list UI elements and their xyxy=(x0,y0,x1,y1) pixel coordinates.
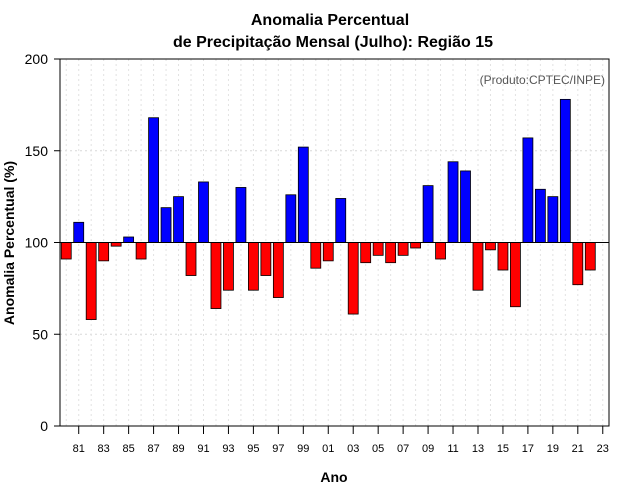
bar-2016 xyxy=(510,242,521,308)
bar-1993 xyxy=(223,242,234,291)
x-tick-label: 97 xyxy=(272,443,284,455)
bar-2013 xyxy=(472,242,484,291)
x-tick-label: 03 xyxy=(347,443,359,455)
bar-1991 xyxy=(198,181,209,243)
y-tick-label: 150 xyxy=(25,143,49,159)
x-tick-label: 11 xyxy=(447,443,458,455)
x-tick-label: 81 xyxy=(73,443,85,455)
x-tick-label: 87 xyxy=(147,443,159,455)
y-tick-label: 200 xyxy=(25,51,49,67)
bar-2006 xyxy=(385,242,397,264)
y-axis: 0 50 100 150 200 xyxy=(25,51,60,434)
bar-2002 xyxy=(335,198,347,243)
chart-title-line2: de Precipitação Mensal (Julho): Região 1… xyxy=(173,34,493,51)
bar-2019 xyxy=(547,196,559,243)
bar-2011 xyxy=(447,161,459,243)
bar-1992 xyxy=(210,242,222,309)
x-tick-label: 05 xyxy=(372,443,384,455)
bar-1998 xyxy=(285,194,297,243)
grid xyxy=(60,59,609,426)
x-tick-label: 13 xyxy=(472,443,484,455)
bar-2022 xyxy=(584,242,596,271)
bar-2017 xyxy=(522,137,534,243)
bar-1981 xyxy=(73,221,85,243)
bar-2004 xyxy=(360,242,372,264)
chart-title-line1: Anomalia Percentual xyxy=(251,12,409,29)
bar-1983 xyxy=(98,242,110,262)
bar-1984 xyxy=(110,242,122,247)
bar-2000 xyxy=(310,242,322,269)
bar-2012 xyxy=(460,170,471,243)
x-tick-label: 17 xyxy=(522,443,534,455)
x-tick-label: 07 xyxy=(397,443,409,455)
x-tick-label: 23 xyxy=(597,443,609,455)
bar-2005 xyxy=(372,242,384,256)
x-tick-label: 15 xyxy=(497,443,509,455)
bar-2009 xyxy=(422,185,434,243)
x-tick-label: 83 xyxy=(98,443,110,455)
bar-1989 xyxy=(173,196,184,243)
bar-2018 xyxy=(534,188,546,243)
bar-1985 xyxy=(123,236,135,243)
x-tick-label: 09 xyxy=(422,443,434,455)
bar-1990 xyxy=(185,242,197,276)
bar-1988 xyxy=(160,207,172,243)
x-tick-label: 91 xyxy=(197,443,209,455)
bar-2021 xyxy=(572,242,584,286)
y-tick-label: 0 xyxy=(40,418,48,434)
x-axis: 81 83 85 87 89 91 93 95 97 99 01 03 05 07 09 11 13 15 17 19… xyxy=(73,426,609,455)
bar-2001 xyxy=(322,242,334,262)
bar-2003 xyxy=(347,242,359,315)
bars xyxy=(60,98,596,320)
x-tick-label: 95 xyxy=(247,443,259,455)
x-tick-label: 19 xyxy=(547,443,559,455)
x-tick-label: 93 xyxy=(222,443,234,455)
y-tick-label: 100 xyxy=(25,235,49,251)
bar-1987 xyxy=(148,117,159,243)
bar-2008 xyxy=(410,242,421,249)
x-tick-label: 21 xyxy=(572,443,584,455)
bar-2010 xyxy=(435,242,446,260)
bar-2015 xyxy=(497,242,509,271)
x-tick-label: 99 xyxy=(297,443,309,455)
bar-2014 xyxy=(485,242,496,251)
bar-1999 xyxy=(297,146,309,243)
bar-1994 xyxy=(235,187,247,243)
x-tick-label: 01 xyxy=(322,443,334,455)
bar-1997 xyxy=(272,242,284,298)
bar-1986 xyxy=(135,242,147,260)
x-tick-label: 89 xyxy=(172,443,184,455)
credit-text: (Produto:CPTEC/INPE) xyxy=(480,73,605,87)
bar-1982 xyxy=(85,242,97,320)
bar-2020 xyxy=(559,98,571,243)
y-axis-label: Anomalia Percentual (%) xyxy=(1,161,17,325)
bar-2007 xyxy=(397,242,409,256)
bar-1980 xyxy=(60,242,72,260)
bar-1996 xyxy=(260,242,272,276)
bar-1995 xyxy=(248,242,259,291)
x-tick-label: 85 xyxy=(123,443,135,455)
y-tick-label: 50 xyxy=(32,326,48,342)
x-axis-label: Ano xyxy=(320,469,347,485)
